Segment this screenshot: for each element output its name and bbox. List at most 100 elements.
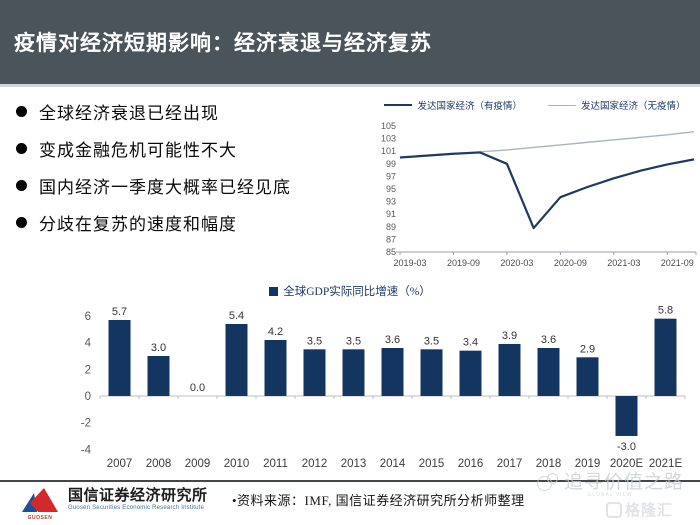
bar-value-label: 3.9: [502, 330, 517, 342]
legend-label: 发达国家经济（无疫情）: [581, 102, 686, 112]
y-axis-tick-label: 93: [386, 197, 396, 207]
y-axis-tick-label: 95: [386, 184, 396, 194]
gelonghui-logo-icon: [606, 501, 622, 518]
bar-value-label: 3.5: [424, 335, 439, 347]
legend-label: 全球GDP实际同比增速（%）: [283, 286, 431, 298]
bullet-icon: [16, 142, 27, 154]
line-chart-legend: 发达国家经济（有疫情） 发达国家经济（无疫情）: [372, 97, 698, 113]
x-category-label: 2021E: [649, 458, 683, 470]
x-category-label: 2014: [380, 458, 406, 470]
bar-chart: 全球GDP实际同比增速（%） 6 4 2 0 -2 -4 5.7 2007 3.0 2008 0.0…: [5, 283, 695, 478]
gelonghui-text: 格隆汇: [625, 502, 674, 519]
bar-value-label: 3.6: [541, 334, 556, 346]
watermark-text: 追寻价值之路: [563, 472, 684, 493]
bar-2017: [498, 343, 521, 396]
bar-2011: [264, 339, 287, 396]
line-swatch-icon: [384, 104, 413, 106]
y-axis-tick-label: 87: [386, 234, 396, 244]
bar-2010: [225, 323, 248, 396]
x-category-label: 2012: [302, 458, 328, 470]
x-category-label: 2015: [419, 458, 445, 470]
x-category-label: 2008: [146, 458, 172, 470]
x-category-label: 2009: [185, 458, 211, 470]
bullet-text: 分歧在复苏的速度和幅度: [39, 214, 237, 234]
bar-value-label: 5.7: [112, 306, 127, 318]
bar-2016: [459, 350, 482, 396]
y-axis-tick-label: -2: [81, 418, 91, 430]
bullet-text: 变成金融危机可能性不大: [39, 140, 237, 160]
bar-value-label: 2.9: [580, 343, 595, 355]
guosen-logo-caption: GUOSEN: [27, 515, 53, 521]
x-category-label: 2010: [224, 458, 250, 470]
bar-2020E: [615, 395, 638, 436]
y-axis-tick-label: 4: [85, 338, 92, 350]
bar-value-label: -3.0: [617, 441, 636, 453]
x-category-label: 2016: [458, 458, 484, 470]
x-axis-tick-label: 2019-03: [393, 258, 426, 268]
bar-2018: [537, 347, 560, 396]
bar-2021E: [654, 318, 677, 396]
legend-item-with-pandemic: 发达国家经济（有疫情）: [384, 98, 522, 112]
bar-2007: [108, 319, 131, 396]
page-title: 疫情对经济短期影响：经济衰退与经济复苏: [14, 31, 432, 55]
list-item: 国内经济一季度大概率已经见底: [16, 174, 371, 197]
y-axis-tick-label: 99: [386, 159, 396, 169]
org-name-english: Guosen Securities Economic Research Inst…: [68, 505, 205, 511]
bar-2014: [381, 347, 404, 396]
y-axis-tick-label: 85: [386, 247, 396, 257]
org-name: 国信证券经济研究所: [68, 488, 208, 504]
line-chart: 发达国家经济（有疫情） 发达国家经济（无疫情） 105 103 101 99 97 95 9…: [372, 93, 698, 278]
bar-2008: [147, 355, 170, 396]
x-axis-tick-label: 2019-09: [447, 258, 480, 268]
bar-2013: [342, 349, 365, 396]
x-category-label: 2011: [263, 458, 288, 470]
y-axis-tick-label: -4: [81, 444, 92, 456]
x-axis-tick-label: 2021-03: [607, 258, 640, 268]
footer-divider: [0, 480, 700, 482]
y-axis-tick-label: 2: [85, 364, 91, 376]
footer: GUOSEN 国信证券经济研究所 Guosen Securities Econo…: [0, 482, 700, 525]
legend-item-no-pandemic: 发达国家经济（无疫情）: [548, 98, 686, 112]
speech-bubbles-icon: [536, 471, 560, 491]
bar-value-label: 3.4: [463, 337, 478, 349]
header-bar: 疫情对经济短期影响：经济衰退与经济复苏: [0, 0, 700, 87]
x-axis-tick-label: 2020-09: [554, 258, 587, 268]
bullet-icon: [16, 179, 27, 191]
bar-value-label: 5.4: [229, 310, 244, 322]
watermark-gelonghui: 格隆汇: [606, 499, 673, 520]
x-axis-tick-label: 2021-09: [661, 258, 694, 268]
x-category-label: 2018: [536, 458, 562, 470]
watermark-value-road: 追寻价值之路 GLOBAL VIEW: [522, 467, 698, 498]
list-item: 全球经济衰退已经出现: [16, 100, 371, 123]
y-axis-tick-label: 103: [381, 134, 396, 144]
bullet-icon: [16, 105, 27, 117]
bar-2015: [420, 349, 443, 396]
bar-swatch-icon: [269, 286, 279, 296]
x-category-label: 2019: [575, 458, 601, 470]
y-axis-tick-label: 97: [386, 171, 396, 181]
bar-value-label: 3.6: [385, 334, 400, 346]
x-category-label: 2017: [497, 458, 523, 470]
watermark-caption: GLOBAL VIEW: [587, 492, 633, 498]
guosen-logo: GUOSEN 国信证券经济研究所 Guosen Securities Econo…: [18, 486, 208, 521]
y-axis-tick-label: 6: [85, 311, 91, 323]
bar-2019: [576, 357, 599, 396]
bar-value-label: 4.2: [268, 326, 283, 338]
list-item: 变成金融危机可能性不大: [16, 137, 371, 160]
y-axis-tick-label: 101: [381, 146, 396, 156]
y-axis-tick-label: 105: [381, 121, 396, 131]
bullet-text: 全球经济衰退已经出现: [39, 103, 219, 123]
bar-chart-plot: 6 4 2 0 -2 -4 5.7 2007 3.0 2008 0.0 2009 5.4 2010 4.2 2…: [81, 305, 686, 470]
guosen-diamond-icon: [18, 486, 62, 518]
series-line-0: [399, 151, 695, 230]
source-note: •资料来源：IMF, 国信证券经济研究所分析师整理: [232, 493, 525, 508]
bullet-icon: [16, 216, 27, 228]
x-category-label: 2007: [107, 458, 133, 470]
bar-chart-legend: 全球GDP实际同比增速（%）: [5, 283, 695, 299]
bullet-text: 国内经济一季度大概率已经见底: [39, 177, 291, 197]
y-axis-tick-label: 89: [386, 222, 396, 232]
line-swatch-icon: [548, 104, 576, 106]
list-item: 分歧在复苏的速度和幅度: [16, 211, 371, 234]
